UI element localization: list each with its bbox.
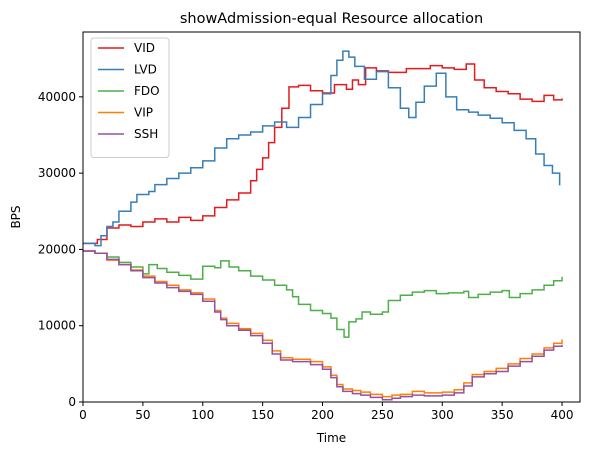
y-axis-label: BPS [9, 205, 23, 228]
legend-label-vid: VID [134, 41, 155, 55]
y-axis: 0 10000 20000 30000 40000 [38, 90, 83, 409]
x-tick-label: 150 [251, 408, 274, 422]
y-tick-label: 40000 [38, 90, 76, 104]
legend: VID LVD FDO VIP SSH [90, 37, 170, 158]
x-axis: 0 50 100 150 200 250 300 350 400 [79, 402, 573, 422]
series-layer [83, 50, 563, 401]
series-line-lvd [83, 50, 561, 247]
series-line-vid [83, 63, 563, 245]
x-tick-label: 350 [491, 408, 514, 422]
legend-label-fdo: FDO [134, 84, 160, 98]
legend-box [90, 37, 170, 158]
x-tick-label: 250 [371, 408, 394, 422]
y-tick-label: 20000 [38, 242, 76, 256]
legend-label-vip: VIP [134, 106, 153, 120]
x-tick-label: 0 [79, 408, 87, 422]
y-tick-label: 0 [68, 395, 76, 409]
chart-title: showAdmission-equal Resource allocation [180, 11, 483, 27]
x-axis-label: Time [316, 431, 346, 445]
plot-frame [82, 31, 581, 403]
series-line-fdo [83, 250, 563, 338]
y-tick-label: 10000 [38, 319, 76, 333]
legend-label-lvd: LVD [134, 63, 157, 77]
x-tick-label: 400 [551, 408, 574, 422]
x-tick-label: 200 [311, 408, 334, 422]
x-tick-label: 300 [431, 408, 454, 422]
y-tick-label: 30000 [38, 166, 76, 180]
x-tick-label: 100 [191, 408, 214, 422]
legend-label-ssh: SSH [134, 127, 158, 141]
x-tick-label: 50 [135, 408, 150, 422]
series-line-ssh [83, 250, 563, 401]
series-line-vip [83, 250, 563, 398]
